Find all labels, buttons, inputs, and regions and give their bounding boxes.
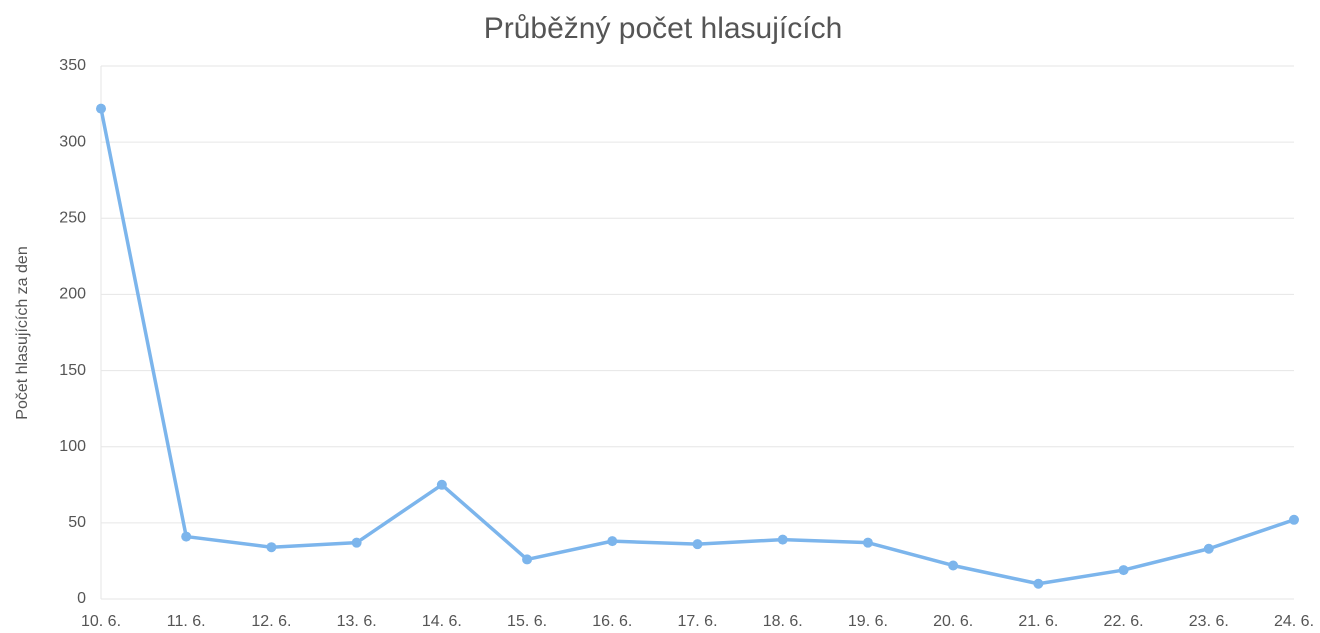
data-point	[436, 479, 447, 490]
data-line	[99, 108, 1295, 586]
data-point	[862, 537, 873, 548]
x-tick-label: 19. 6.	[848, 613, 888, 630]
data-point	[1289, 514, 1299, 525]
x-tick-label: 11. 6.	[167, 613, 206, 630]
x-tick-label: 10. 6.	[81, 613, 121, 630]
y-tick-label: 300	[59, 133, 86, 150]
x-tick-label: 14. 6.	[422, 613, 462, 630]
x-tick-label: 12. 6.	[251, 613, 291, 630]
x-tick-label: 24. 6.	[1274, 613, 1314, 630]
x-tick-label: 16. 6.	[592, 613, 632, 630]
y-tick-label: 250	[59, 210, 86, 227]
data-point	[522, 554, 533, 565]
data-point	[692, 539, 703, 550]
data-point	[948, 560, 959, 571]
y-axis-label: Počet hlasujících za den	[14, 246, 31, 419]
data-point	[266, 542, 277, 553]
y-tick-label: 0	[77, 590, 86, 607]
data-point	[777, 534, 788, 545]
x-tick-label: 17. 6.	[677, 613, 717, 630]
data-point	[1203, 543, 1214, 554]
data-point	[351, 537, 362, 548]
data-point	[607, 536, 618, 547]
data-point	[96, 103, 106, 114]
x-tick-label: 21. 6.	[1018, 613, 1058, 630]
chart-title: Průběžný počet hlasujících	[484, 12, 843, 45]
data-point	[181, 531, 192, 542]
x-tick-label: 13. 6.	[337, 613, 377, 630]
x-tick-label: 15. 6.	[507, 613, 547, 630]
y-tick-label: 200	[59, 286, 86, 303]
y-tick-label: 350	[59, 57, 86, 74]
x-tick-label: 22. 6.	[1104, 613, 1144, 630]
data-point	[1118, 565, 1129, 576]
y-tick-label: 50	[68, 514, 86, 531]
y-tick-label: 100	[59, 438, 86, 455]
x-tick-label: 18. 6.	[763, 613, 803, 630]
x-tick-label: 23. 6.	[1189, 613, 1229, 630]
data-point	[1033, 578, 1044, 589]
y-tick-label: 150	[59, 362, 86, 379]
x-tick-label: 20. 6.	[933, 613, 973, 630]
